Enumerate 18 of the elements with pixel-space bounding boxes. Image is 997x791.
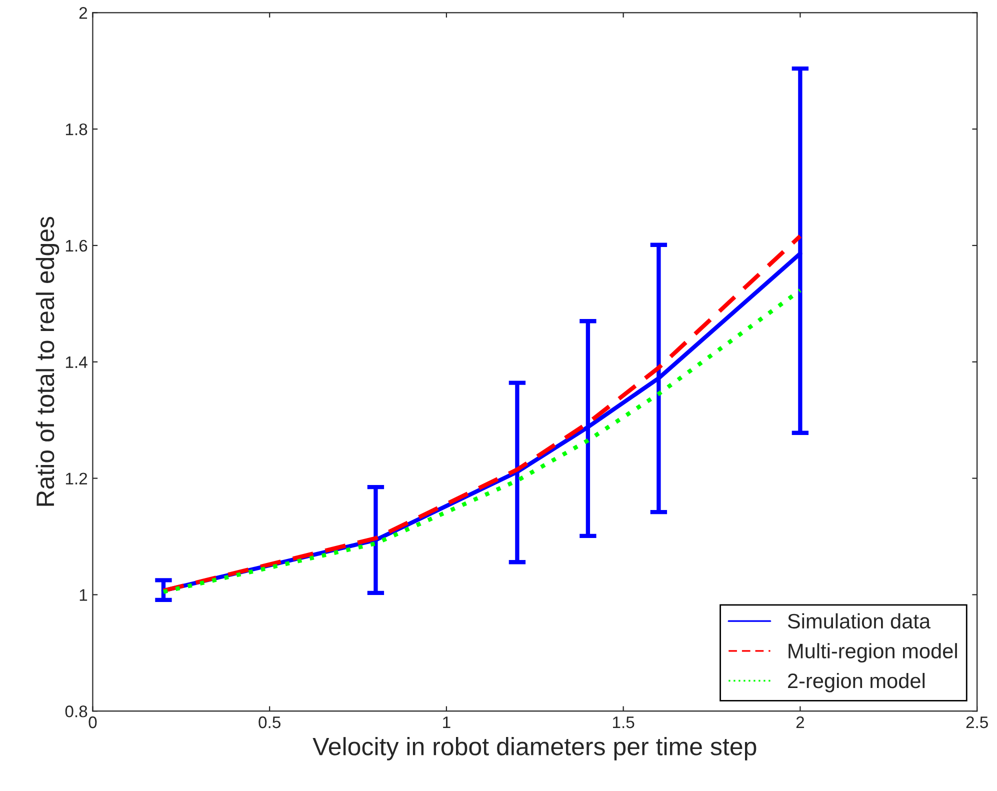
x-tick-label: 2.5 (966, 716, 988, 728)
y-tick-label: 1 (80, 589, 88, 601)
legend-label: Multi-region model (788, 643, 957, 663)
y-tick-label: 1.6 (66, 240, 88, 252)
x-tick-label: 1 (443, 716, 450, 728)
y-tick-label: 1.2 (66, 472, 88, 484)
y-tick-label: 2 (79, 7, 88, 19)
legend-label: 2-region model (788, 672, 925, 692)
x-tick-label: 0.5 (258, 716, 280, 728)
y-tick-label: 1.4 (66, 356, 88, 368)
x-tick-label: 2 (796, 716, 804, 728)
legend-label: Simulation data (788, 613, 931, 629)
x-tick-label: 1.5 (613, 716, 634, 728)
x-tick-label: 0 (88, 716, 97, 728)
x-axis-title: Velocity in robot diameters per time step (312, 737, 756, 760)
y-tick-label: 0.8 (65, 706, 88, 718)
y-axis-title: Ratio of total to real edges (36, 216, 60, 506)
y-tick-label: 1.8 (66, 123, 88, 136)
